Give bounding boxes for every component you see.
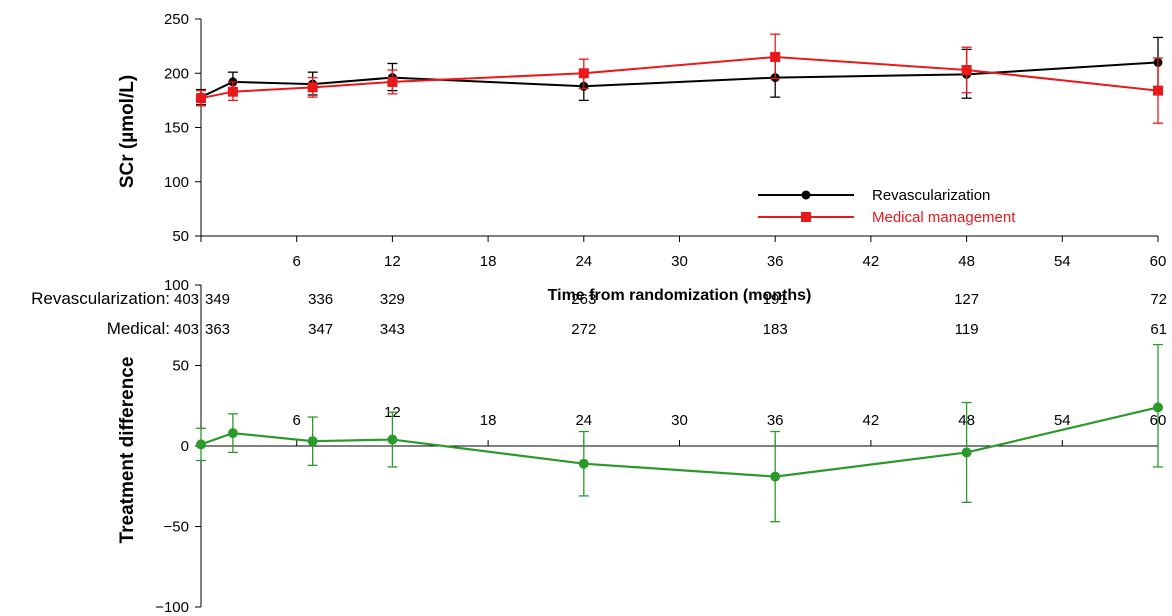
bottom-y-axis-label: Treatment difference: [117, 357, 138, 544]
data-point: [1153, 402, 1163, 413]
legend-entry: Revascularization: [872, 187, 990, 204]
bottom-x-tick-label: 36: [767, 412, 784, 429]
data-point: [578, 68, 589, 79]
top-x-tick-label: 42: [863, 253, 880, 270]
risk-value: 363: [205, 321, 230, 338]
legend-entry: Medical management: [872, 209, 1016, 226]
data-point: [961, 64, 972, 75]
data-point: [770, 471, 781, 482]
top-x-tick-label: 18: [480, 253, 497, 270]
numbers-at-risk: Revascularization: 403 349 336 329 263 191 127 7…: [31, 289, 1167, 338]
bottom-y-tick-label: −50: [164, 519, 189, 536]
risk-value: 329: [380, 291, 405, 308]
bottom-x-tick-label: 54: [1054, 412, 1071, 429]
bottom-y-tick-label: 100: [164, 277, 189, 294]
risk-value: 263: [571, 291, 596, 308]
data-point: [227, 428, 238, 439]
top-x-tick-label: 6: [293, 253, 301, 270]
series-medical-management: [196, 33, 1163, 124]
data-point: [196, 93, 206, 104]
legend-marker: [801, 212, 811, 222]
top-panel: 50 100 150 200 250 6 12 18 24 30 36 42 48 54 60 SCr (µm…: [117, 11, 1166, 270]
bottom-y-tick-label: 50: [172, 358, 189, 375]
bottom-panel: −100−500501006121824303642485460Time fro…: [117, 277, 1166, 616]
series-line: [200, 406, 1159, 478]
data-point: [961, 447, 972, 458]
data-point: [578, 458, 589, 469]
risk-value: 72: [1150, 291, 1167, 308]
risk-value: 191: [763, 291, 788, 308]
legend-marker: [801, 190, 811, 200]
top-x-tick-label: 54: [1054, 253, 1071, 270]
risk-value: 336: [308, 291, 333, 308]
risk-value: 183: [763, 321, 788, 338]
x-axis-title: Time from randomization (months): [548, 287, 812, 304]
data-point: [770, 51, 781, 62]
data-point: [387, 434, 398, 445]
bottom-x-tick-label: 24: [575, 412, 592, 429]
top-y-axis-label: SCr (µmol/L): [117, 75, 138, 188]
series-treatment-difference: [196, 343, 1163, 523]
data-point: [307, 82, 318, 93]
bottom-x-tick-label: 18: [480, 412, 497, 429]
top-y-tick-label: 200: [164, 65, 189, 82]
top-y-tick-label: 250: [164, 11, 189, 28]
series-line: [200, 55, 1159, 100]
data-point: [1153, 85, 1163, 96]
top-y-tick-label: 50: [172, 228, 189, 245]
bottom-x-tick-label: 6: [293, 412, 301, 429]
top-y-tick-label: 150: [164, 120, 189, 137]
top-x-tick-label: 36: [767, 253, 784, 270]
risk-value: 343: [380, 321, 405, 338]
risk-value: 349: [205, 291, 230, 308]
data-point: [227, 86, 238, 97]
data-point: [307, 436, 318, 447]
risk-value: 403: [174, 291, 199, 308]
top-x-tick-label: 48: [958, 253, 975, 270]
bottom-y-tick-label: −100: [155, 599, 189, 616]
bottom-x-tick-label: 30: [671, 412, 688, 429]
risk-value: 127: [954, 291, 979, 308]
top-x-tick-label: 24: [575, 253, 592, 270]
risk-row-label: Medical:: [107, 319, 170, 338]
data-point: [196, 439, 206, 450]
risk-value: 347: [308, 321, 333, 338]
top-x-tick-label: 12: [384, 253, 401, 270]
risk-value: 61: [1150, 321, 1167, 338]
risk-value: 272: [571, 321, 596, 338]
risk-value: 403: [174, 321, 199, 338]
risk-value: 119: [955, 321, 979, 338]
bottom-y-tick-label: 0: [181, 438, 189, 455]
series-line: [200, 61, 1159, 99]
data-point: [387, 76, 398, 87]
bottom-x-tick-label: 42: [863, 412, 880, 429]
top-y-tick-label: 100: [164, 174, 189, 191]
top-x-tick-label: 30: [671, 253, 688, 270]
top-x-tick-label: 60: [1150, 253, 1167, 270]
risk-row-label: Revascularization:: [31, 289, 170, 308]
legend: Revascularization Medical management: [758, 187, 1016, 226]
series-revascularization: [196, 36, 1163, 106]
